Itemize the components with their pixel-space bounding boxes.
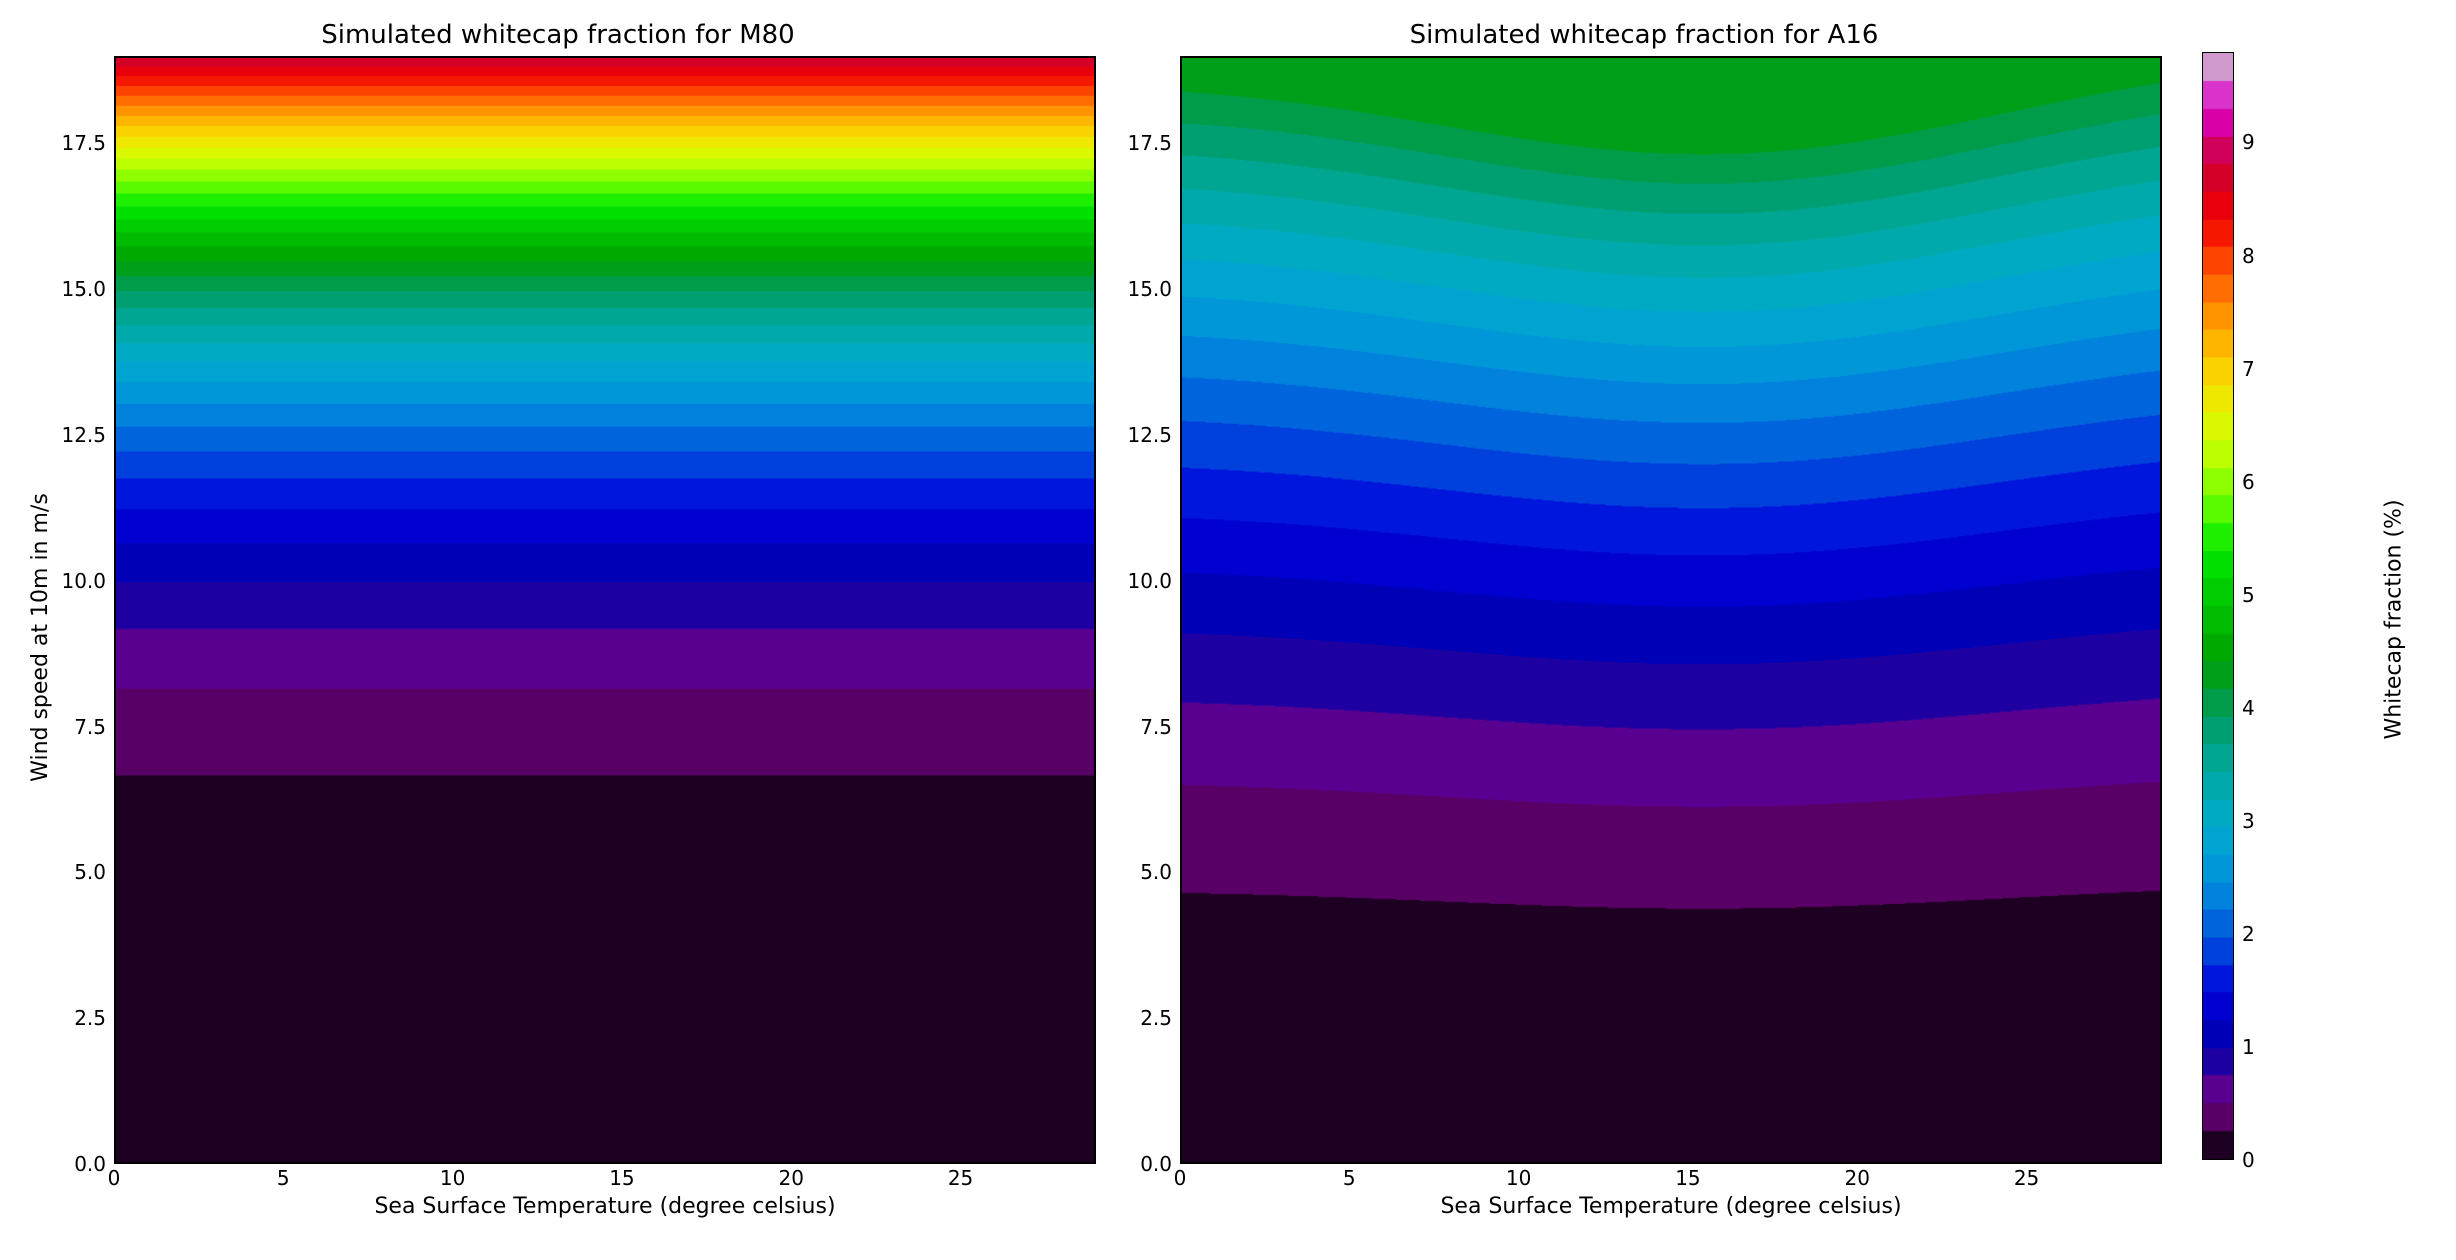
plot-box-a16 (1180, 56, 2162, 1164)
y-tick: 5.0 (1140, 860, 1172, 884)
plot-row-m80: Wind speed at 10m in m/s 0.0 2.5 5.0 7.5 10.… (20, 56, 1096, 1219)
y-tick: 7.5 (74, 715, 106, 739)
x-ticks-a16: 0510152025 (1180, 1164, 2162, 1190)
x-tick: 0 (1174, 1166, 1187, 1190)
y-ticks-a16: 0.02.55.07.510.012.515.017.5 (1126, 56, 1180, 1164)
x-tick: 5 (277, 1166, 290, 1190)
plot-column-a16: 0510152025 Sea Surface Temperature (degr… (1180, 56, 2162, 1219)
panel-a16: Simulated whitecap fraction for A16 0.0 2… (1126, 20, 2162, 1240)
colorbar-ticks: 0123456789 (2234, 52, 2274, 1160)
panel-title-m80: Simulated whitecap fraction for M80 (321, 20, 794, 50)
plot-column-m80: 0510152025 Sea Surface Temperature (degr… (114, 56, 1096, 1219)
x-tick: 0 (108, 1166, 121, 1190)
colorbar-tick: 7 (2242, 357, 2255, 381)
colorbar-label: Whitecap fraction (%) (2382, 499, 2407, 739)
y-ticks-m80: 0.02.55.07.510.012.515.017.5 (60, 56, 114, 1164)
figure: Simulated whitecap fraction for M80 Wind… (20, 20, 2436, 1240)
y-tick: 15.0 (1127, 277, 1172, 301)
plot-box-m80 (114, 56, 1096, 1164)
y-tick: 12.5 (1127, 423, 1172, 447)
y-tick: 10.0 (1127, 569, 1172, 593)
colorbar-tick: 2 (2242, 922, 2255, 946)
x-tick: 15 (609, 1166, 634, 1190)
colorbar-tick: 1 (2242, 1035, 2255, 1059)
x-tick: 10 (1506, 1166, 1531, 1190)
panel-title-a16: Simulated whitecap fraction for A16 (1410, 20, 1879, 50)
y-tick: 0.0 (1140, 1152, 1172, 1176)
colorbar-tick: 9 (2242, 130, 2255, 154)
y-tick: 17.5 (1127, 131, 1172, 155)
colorbar-tick: 0 (2242, 1148, 2255, 1172)
ylabel-wrap-m80: Wind speed at 10m in m/s (20, 56, 60, 1219)
y-tick: 5.0 (74, 860, 106, 884)
colorbar-tick: 6 (2242, 470, 2255, 494)
y-axis-label-m80: Wind speed at 10m in m/s (28, 493, 53, 782)
x-tick: 10 (440, 1166, 465, 1190)
x-axis-label-a16: Sea Surface Temperature (degree celsius) (1180, 1194, 2162, 1219)
x-tick: 15 (1675, 1166, 1700, 1190)
heatmap-canvas-m80 (116, 58, 1094, 1162)
plot-row-a16: 0.02.55.07.510.012.515.017.5 0510152025 … (1126, 56, 2162, 1219)
y-tick: 10.0 (61, 569, 106, 593)
colorbar-tick: 5 (2242, 583, 2255, 607)
x-tick: 20 (1845, 1166, 1870, 1190)
x-tick: 5 (1343, 1166, 1356, 1190)
y-tick: 7.5 (1140, 715, 1172, 739)
y-tick: 2.5 (1140, 1006, 1172, 1030)
y-tick: 2.5 (74, 1006, 106, 1030)
x-tick: 25 (948, 1166, 973, 1190)
x-ticks-m80: 0510152025 (114, 1164, 1096, 1190)
x-axis-label-m80: Sea Surface Temperature (degree celsius) (114, 1194, 1096, 1219)
x-tick: 25 (2014, 1166, 2039, 1190)
colorbar-tick: 8 (2242, 244, 2255, 268)
colorbar-tick: 4 (2242, 696, 2255, 720)
x-tick: 20 (779, 1166, 804, 1190)
colorbar (2202, 52, 2234, 1160)
colorbar-canvas (2203, 53, 2233, 1159)
y-tick: 17.5 (61, 131, 106, 155)
y-tick: 0.0 (74, 1152, 106, 1176)
heatmap-canvas-a16 (1182, 58, 2160, 1162)
colorbar-wrap: 0 1 2 3 4 5 6 7 8 9 Whitecap fraction (%) (2202, 52, 2310, 1186)
y-tick: 15.0 (61, 277, 106, 301)
panel-m80: Simulated whitecap fraction for M80 Wind… (20, 20, 1096, 1240)
colorbar-tick: 3 (2242, 809, 2255, 833)
y-tick: 12.5 (61, 423, 106, 447)
colorbar-label-wrap: Whitecap fraction (%) (2274, 52, 2310, 1186)
